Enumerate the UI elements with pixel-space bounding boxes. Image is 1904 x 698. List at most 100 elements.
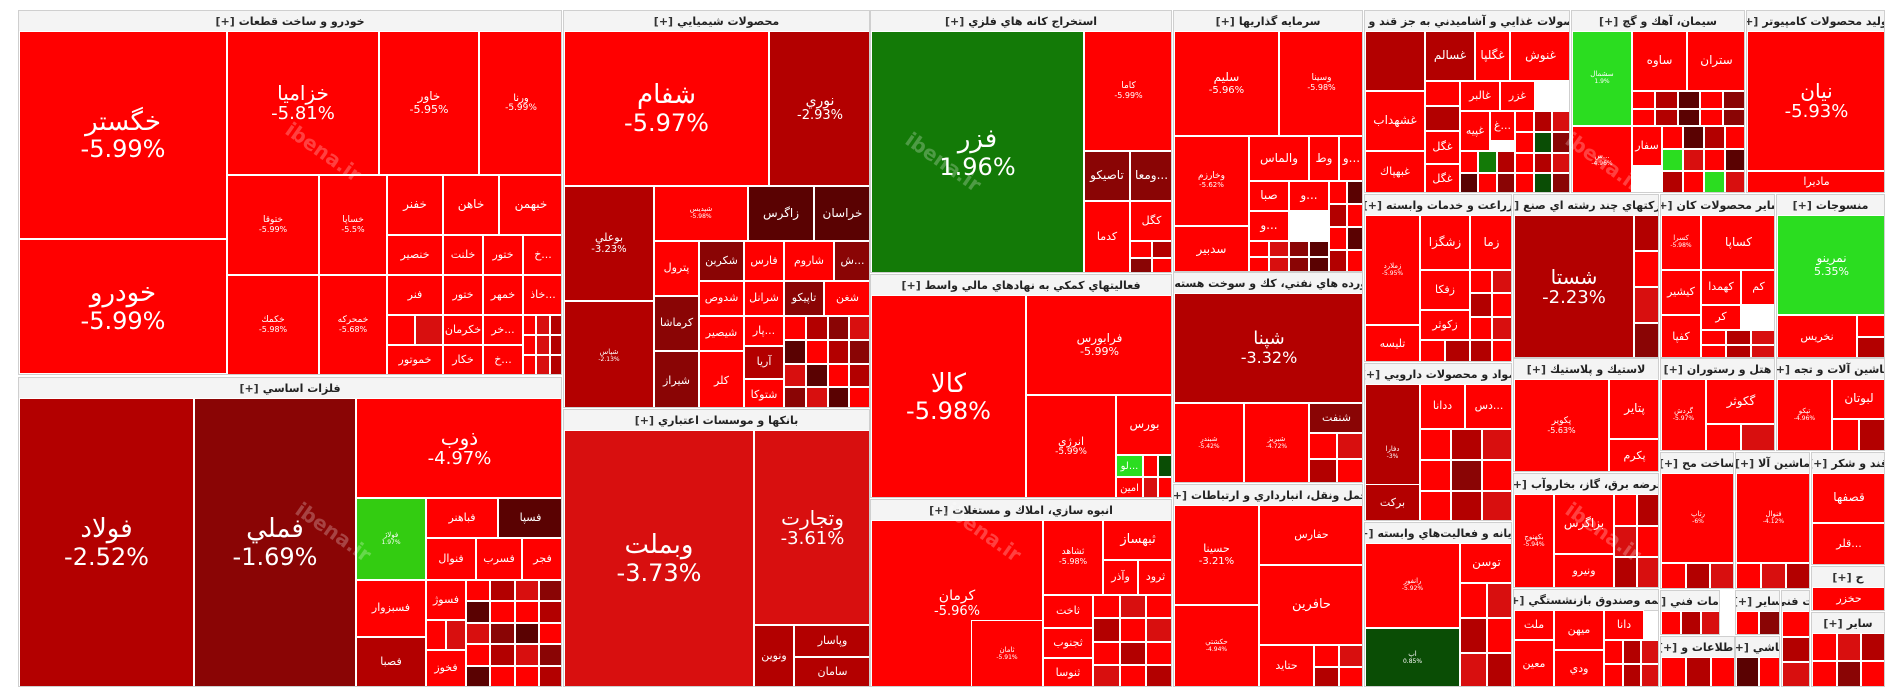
stock-tile[interactable]: كاما -5.99% bbox=[1084, 31, 1171, 151]
small-stock-tile[interactable] bbox=[1614, 494, 1637, 526]
small-stock-tile[interactable] bbox=[1515, 111, 1534, 132]
small-stock-tile[interactable] bbox=[1725, 126, 1744, 149]
small-stock-tile[interactable] bbox=[1641, 640, 1658, 664]
small-stock-tile[interactable] bbox=[1346, 250, 1362, 271]
stock-tile[interactable]: زاگرس bbox=[748, 186, 814, 241]
stock-tile[interactable]: غالبر bbox=[1460, 81, 1500, 111]
small-stock-tile[interactable] bbox=[1700, 108, 1724, 126]
small-stock-tile[interactable] bbox=[1661, 657, 1686, 686]
stock-tile[interactable]: فجر bbox=[522, 538, 561, 580]
expand-icon[interactable]: [+] bbox=[944, 14, 965, 28]
stock-tile[interactable]: بزاگرس bbox=[1554, 494, 1614, 554]
stock-tile[interactable]: ختور bbox=[443, 275, 483, 315]
expand-icon[interactable]: [+] bbox=[1514, 198, 1520, 212]
small-stock-tile[interactable] bbox=[1451, 460, 1482, 491]
small-stock-tile[interactable] bbox=[1491, 316, 1511, 340]
stock-tile[interactable]: حسينا -3.21% bbox=[1174, 505, 1259, 605]
small-stock-tile[interactable] bbox=[1486, 583, 1511, 618]
sector-header[interactable]: خودرو و ساخت قطعات [+] bbox=[19, 11, 561, 32]
sector-header[interactable]: رايانه و فعاليت‌هاي وابسته[+] bbox=[1365, 523, 1511, 544]
stock-tile[interactable]: كساپا bbox=[1701, 215, 1774, 270]
stock-tile[interactable]: فزر 1.96% bbox=[871, 31, 1084, 272]
small-stock-tile[interactable] bbox=[536, 355, 550, 374]
small-stock-tile[interactable] bbox=[1723, 108, 1744, 126]
expand-icon[interactable]: [+] bbox=[1526, 362, 1547, 376]
small-stock-tile[interactable] bbox=[446, 620, 466, 650]
stock-tile[interactable]: غبهپاك bbox=[1365, 151, 1425, 192]
small-stock-tile[interactable] bbox=[805, 339, 828, 364]
stock-tile[interactable]: شدوص bbox=[699, 281, 744, 316]
stock-tile[interactable]: نخريس bbox=[1777, 315, 1857, 357]
stock-tile[interactable]: خبهمن bbox=[499, 175, 561, 235]
expand-icon[interactable]: [+] bbox=[239, 381, 259, 395]
stock-tile[interactable]: ثنوسا bbox=[1043, 658, 1093, 686]
stock-tile[interactable]: پكرم bbox=[1609, 439, 1658, 471]
small-stock-tile[interactable] bbox=[1515, 173, 1534, 192]
sector-header[interactable]: لاستيك و پلاستيك [+] bbox=[1514, 359, 1658, 380]
small-stock-tile[interactable] bbox=[466, 601, 491, 623]
small-stock-tile[interactable] bbox=[1681, 611, 1701, 634]
stock-tile[interactable]: ساوه bbox=[1632, 31, 1687, 91]
stock-tile[interactable]: ثبهساز bbox=[1103, 520, 1171, 560]
small-stock-tile[interactable] bbox=[1496, 172, 1515, 192]
small-stock-tile[interactable] bbox=[1661, 611, 1681, 634]
stock-tile[interactable]: شنفت bbox=[1309, 403, 1362, 433]
small-stock-tile[interactable] bbox=[1622, 640, 1642, 664]
sector-header[interactable]: اطلاعات و[+] bbox=[1661, 637, 1734, 658]
stock-tile[interactable]: كرماشا bbox=[654, 296, 699, 351]
small-stock-tile[interactable] bbox=[1486, 618, 1511, 653]
small-stock-tile[interactable] bbox=[1533, 111, 1553, 132]
small-stock-tile[interactable] bbox=[1339, 666, 1362, 686]
stock-tile[interactable]: شپديس -5.98% bbox=[654, 186, 748, 241]
small-stock-tile[interactable] bbox=[1782, 662, 1809, 686]
stock-tile[interactable]: غشهداب bbox=[1365, 91, 1425, 151]
stock-tile[interactable]: كم bbox=[1741, 270, 1774, 305]
small-stock-tile[interactable] bbox=[1701, 611, 1719, 634]
small-stock-tile[interactable] bbox=[1269, 257, 1289, 271]
stock-tile[interactable]: لو... bbox=[1116, 455, 1143, 477]
small-stock-tile[interactable] bbox=[1751, 344, 1774, 357]
stock-tile[interactable]: غ... bbox=[1490, 111, 1515, 141]
small-stock-tile[interactable] bbox=[1836, 633, 1862, 661]
small-stock-tile[interactable] bbox=[1249, 241, 1269, 257]
small-stock-tile[interactable] bbox=[538, 622, 561, 645]
small-stock-tile[interactable] bbox=[1726, 330, 1751, 345]
stock-tile[interactable]: پكوير -5.63% bbox=[1514, 379, 1609, 471]
small-stock-tile[interactable] bbox=[1249, 257, 1269, 271]
small-stock-tile[interactable] bbox=[1425, 81, 1460, 106]
stock-tile[interactable]: سامان bbox=[794, 657, 869, 686]
sector-header[interactable]: عرضه برق، گاز، بخاروآب[+] bbox=[1514, 474, 1658, 495]
small-stock-tile[interactable] bbox=[1683, 171, 1704, 192]
small-stock-tile[interactable] bbox=[1683, 148, 1704, 172]
small-stock-tile[interactable] bbox=[1741, 424, 1774, 450]
small-stock-tile[interactable] bbox=[1782, 636, 1809, 663]
small-stock-tile[interactable] bbox=[549, 335, 561, 355]
stock-tile[interactable]: ميهن bbox=[1554, 610, 1604, 650]
small-stock-tile[interactable] bbox=[514, 601, 539, 623]
small-stock-tile[interactable] bbox=[1143, 477, 1158, 497]
small-stock-tile[interactable] bbox=[1700, 91, 1724, 109]
small-stock-tile[interactable] bbox=[1515, 131, 1534, 153]
expand-icon[interactable]: [+] bbox=[1661, 640, 1678, 654]
small-stock-tile[interactable] bbox=[1146, 595, 1171, 619]
small-stock-tile[interactable] bbox=[1637, 494, 1658, 526]
stock-tile[interactable]: غپيه bbox=[1460, 111, 1490, 151]
small-stock-tile[interactable] bbox=[1634, 323, 1658, 357]
small-stock-tile[interactable] bbox=[1701, 344, 1726, 357]
stock-tile[interactable]: كگل bbox=[1130, 201, 1171, 241]
stock-tile[interactable]: خكار bbox=[443, 345, 483, 374]
stock-tile[interactable]: خلنت bbox=[443, 235, 483, 275]
small-stock-tile[interactable] bbox=[1478, 151, 1497, 173]
small-stock-tile[interactable] bbox=[490, 644, 515, 666]
small-stock-tile[interactable] bbox=[1761, 563, 1786, 588]
stock-tile[interactable]: شبندر -5.42% bbox=[1174, 403, 1244, 482]
small-stock-tile[interactable] bbox=[1812, 660, 1837, 686]
small-stock-tile[interactable] bbox=[1486, 653, 1511, 686]
sector-header[interactable]: بيمه وصندوق بازنشستگي[+] bbox=[1514, 590, 1658, 611]
stock-tile[interactable]: ثاخت bbox=[1043, 595, 1093, 628]
small-stock-tile[interactable] bbox=[1634, 251, 1658, 287]
stock-tile[interactable]: قصفها bbox=[1812, 473, 1884, 523]
small-stock-tile[interactable] bbox=[538, 580, 561, 602]
small-stock-tile[interactable] bbox=[1346, 227, 1362, 250]
small-stock-tile[interactable] bbox=[514, 665, 539, 686]
